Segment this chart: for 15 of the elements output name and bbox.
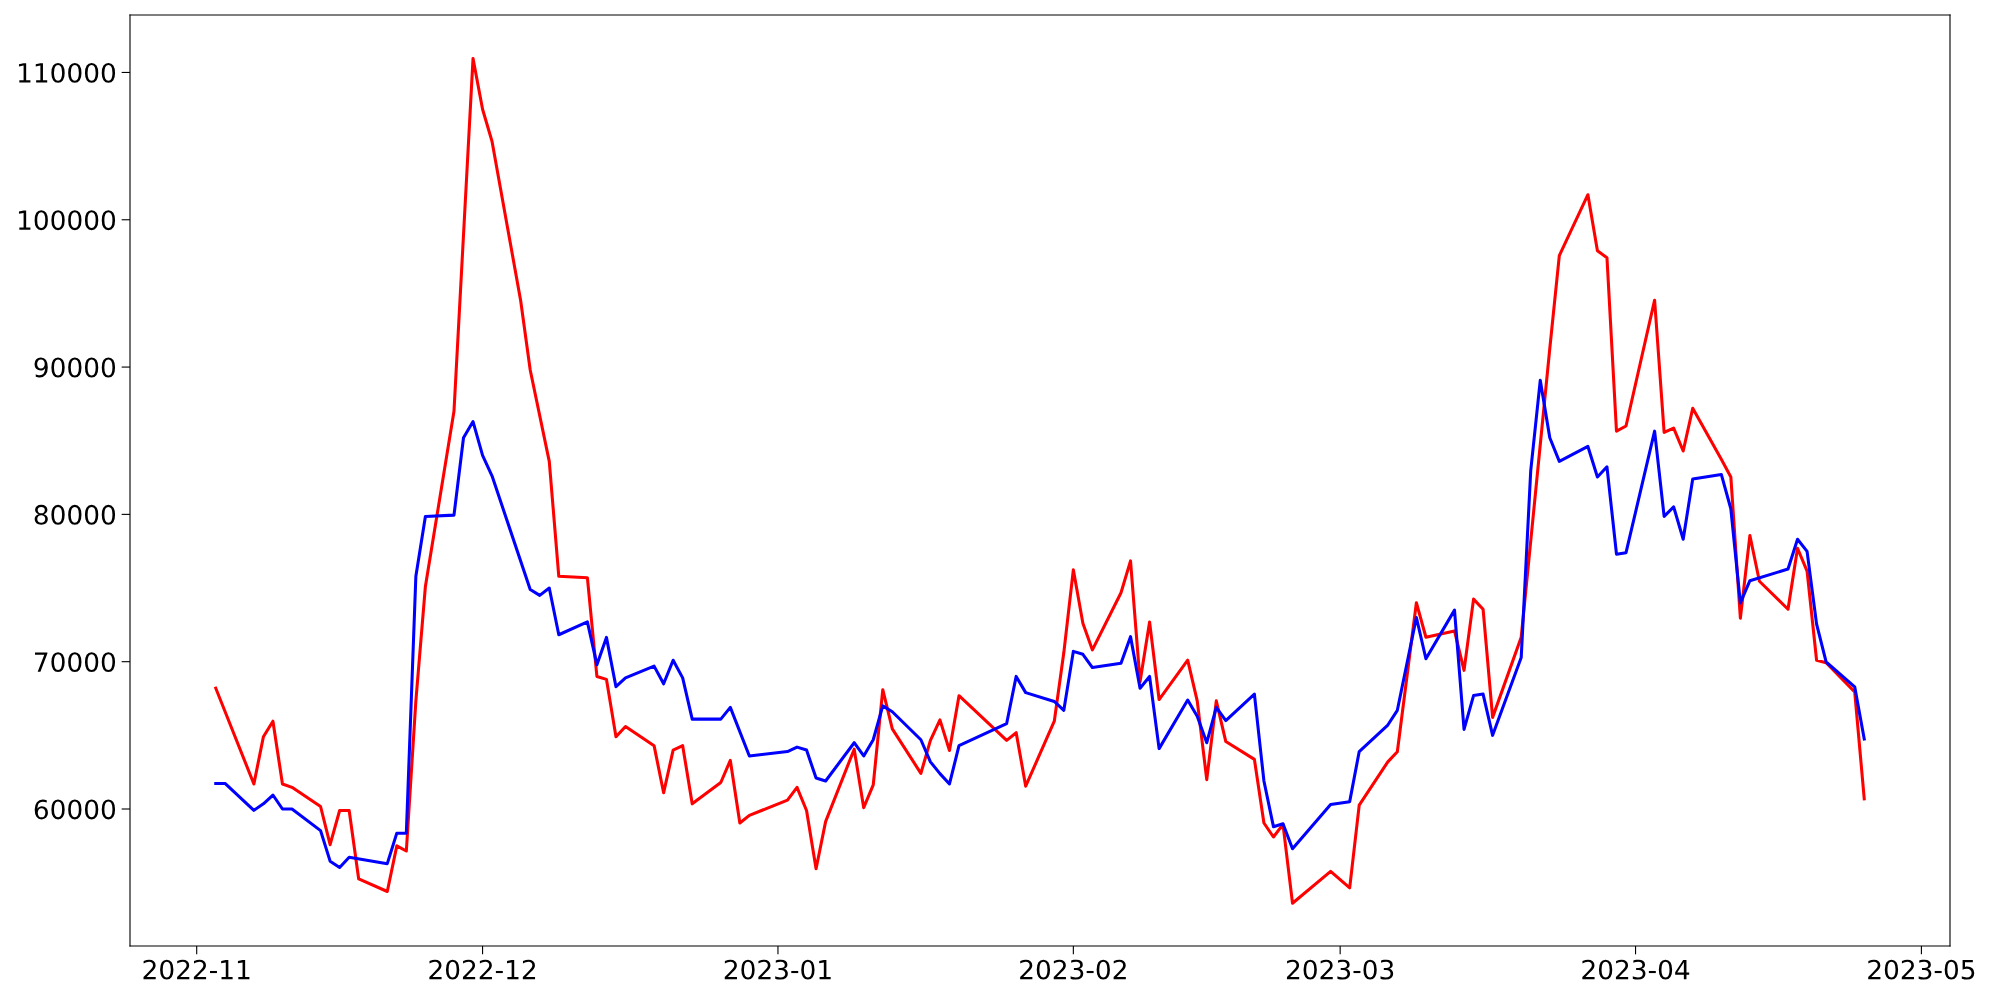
y-tick-label: 70000 bbox=[35, 652, 116, 673]
x-tick-label: 2023-03 bbox=[1286, 959, 1394, 980]
y-tick-label: 60000 bbox=[34, 799, 116, 820]
x-tick-label: 2023-04 bbox=[1582, 959, 1690, 980]
line-series bbox=[214, 56, 1866, 905]
x-tick-label: 2022-11 bbox=[143, 959, 250, 980]
x-tick-label: 2023-02 bbox=[1020, 959, 1126, 980]
x-tick-label: 2022-12 bbox=[429, 959, 536, 980]
y-tick-label: 110000 bbox=[18, 62, 116, 83]
x-tick-label: 2023-05 bbox=[1868, 959, 1975, 980]
x-tick-label: 2023-01 bbox=[724, 959, 831, 980]
y-tick-label: 100000 bbox=[18, 210, 116, 231]
y-tick-label: 80000 bbox=[34, 504, 116, 525]
line-series bbox=[214, 378, 1866, 870]
y-tick-label: 90000 bbox=[34, 357, 116, 378]
